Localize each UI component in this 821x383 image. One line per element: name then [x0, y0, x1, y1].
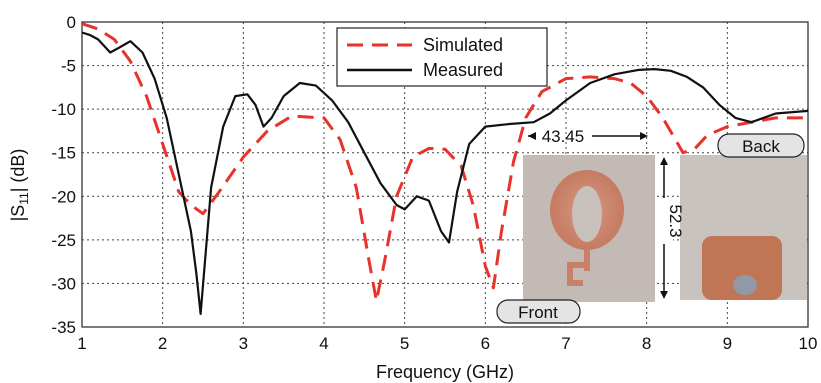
x-tick-label: 9 — [723, 334, 732, 353]
y-tick-label: -15 — [51, 144, 76, 163]
x-tick-label: 2 — [158, 334, 167, 353]
x-tick-labels: 1 2 3 4 5 6 7 8 9 10 — [77, 334, 817, 353]
width-dimension: 43.45 — [528, 127, 648, 146]
y-axis-title-pre: |S — [8, 205, 28, 222]
x-tick-label: 4 — [319, 334, 328, 353]
y-axis-title: |S11| (dB) — [8, 149, 31, 222]
back-photo — [680, 155, 807, 300]
front-badge-pill — [496, 299, 581, 324]
series-line-measured — [81, 31, 809, 315]
height-dimension: 52.3 — [655, 157, 685, 299]
legend-label-measured: Measured — [423, 60, 503, 80]
y-tick-label: -5 — [61, 57, 76, 76]
back-ground-plane — [702, 236, 782, 300]
x-tick-label: 10 — [799, 334, 818, 353]
front-badge-label: Front — [518, 303, 558, 322]
height-arrowhead-bottom — [660, 291, 668, 299]
height-arrowhead-top — [660, 157, 668, 165]
front-photo — [523, 155, 655, 302]
x-tick-label: 1 — [77, 334, 86, 353]
x-tick-label: 8 — [642, 334, 651, 353]
x-tick-label: 6 — [481, 334, 490, 353]
y-tick-labels: 0 -5 -10 -15 -20 -25 -30 -35 — [51, 13, 76, 337]
back-connector — [733, 275, 757, 295]
legend-box — [336, 27, 548, 87]
front-badge: Front — [496, 299, 581, 324]
y-tick-label: -30 — [51, 274, 76, 293]
x-axis-title: Frequency (GHz) — [376, 362, 514, 382]
y-axis-title-post: | (dB) — [8, 149, 28, 193]
height-label-bg — [655, 198, 673, 244]
y-tick-label: -25 — [51, 231, 76, 250]
y-tick-label: -10 — [51, 100, 76, 119]
height-dimension-label: 52.3 — [666, 204, 685, 237]
width-arrowhead-left — [528, 132, 536, 140]
x-tick-label: 5 — [400, 334, 409, 353]
x-tick-label: 3 — [239, 334, 248, 353]
legend: Simulated Measured — [336, 27, 548, 87]
y-tick-label: -20 — [51, 187, 76, 206]
y-tick-label: 0 — [67, 13, 76, 32]
back-badge: Back — [717, 133, 805, 158]
series-lines — [81, 22, 809, 315]
y-tick-label: -35 — [51, 318, 76, 337]
back-badge-label: Back — [742, 137, 780, 156]
width-dimension-label: 43.45 — [542, 127, 585, 146]
plot-frame — [81, 21, 809, 328]
y-axis-title-sub: 11 — [17, 192, 31, 205]
x-tick-label: 7 — [561, 334, 570, 353]
legend-label-simulated: Simulated — [423, 35, 503, 55]
front-feed-stub — [567, 262, 587, 286]
back-badge-pill — [717, 133, 805, 158]
front-feed-line — [584, 249, 590, 271]
front-ring-slot — [572, 186, 602, 242]
width-arrowhead-right — [640, 132, 648, 140]
